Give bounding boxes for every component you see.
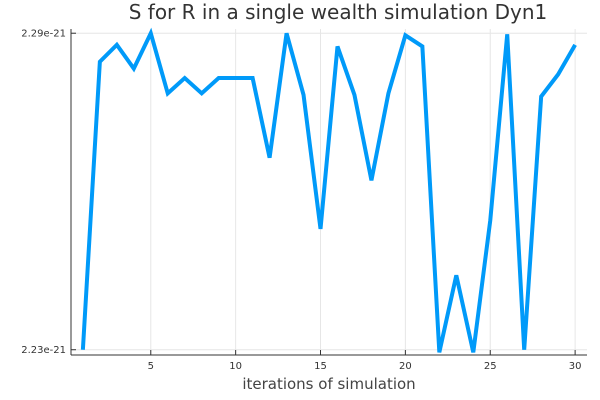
axes (70, 29, 587, 356)
x-tick-label: 10 (229, 361, 242, 372)
chart-title: S for R in a single wealth simulation Dy… (129, 0, 548, 24)
x-tick-label: 30 (569, 361, 582, 372)
series-layer (80, 27, 577, 353)
x-tick-label: 15 (314, 361, 327, 372)
y-tick-label: 2.23e-21 (21, 345, 66, 356)
x-tick-label: 25 (484, 361, 497, 372)
x-tick-label: 5 (148, 361, 154, 372)
x-axis-label: iterations of simulation (242, 375, 415, 393)
y-tick-label: 2.29e-21 (21, 29, 66, 40)
series-line (80, 27, 577, 353)
x-tick-label: 20 (399, 361, 412, 372)
grid (71, 29, 587, 355)
ticks: 5 10 15 20 25 30 2.23e-21 2.29e-21 (21, 29, 581, 372)
